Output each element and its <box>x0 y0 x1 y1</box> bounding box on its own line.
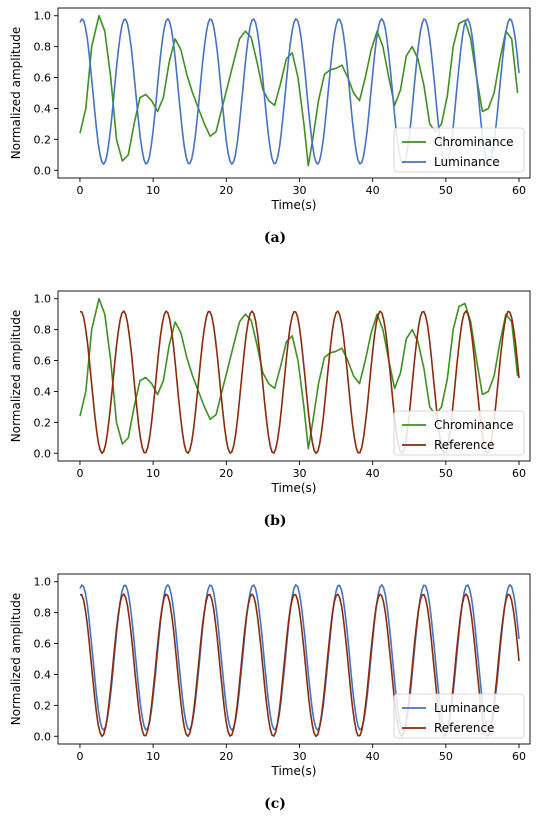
y-tick-label: 0.6 <box>34 638 52 651</box>
caption-c: (c) <box>264 796 286 812</box>
x-tick-label: 30 <box>292 750 306 763</box>
caption-a: (a) <box>263 230 287 246</box>
series-line-chrominance <box>79 14 519 167</box>
x-axis-label: Time(s) <box>271 764 317 778</box>
x-tick-label: 60 <box>512 184 526 197</box>
figure-a: 0 10 20 30 40 50 60 0.0 0.2 0.4 0.6 0.8 1.0 Time(s) No… <box>0 0 550 250</box>
legend-label-reference: Reference <box>434 438 494 452</box>
y-tick-label: 0.4 <box>34 385 52 398</box>
y-tick-label: 0.0 <box>34 730 52 743</box>
x-tick-label: 10 <box>146 750 160 763</box>
legend-label-luminance: Luminance <box>434 155 500 169</box>
figure-b: 0 10 20 30 40 50 60 0.0 0.2 0.4 0.6 0.8 1.0 Time(s) No… <box>0 283 550 533</box>
y-tick-label: 0.2 <box>34 133 52 146</box>
y-tick-label: 0.6 <box>34 72 52 85</box>
legend-box <box>393 127 525 173</box>
chart-a: 0 10 20 30 40 50 60 0.0 0.2 0.4 0.6 0.8 1.0 Time(s) No… <box>9 7 531 212</box>
x-tick-label: 40 <box>366 750 380 763</box>
x-tick-label: 0 <box>76 467 83 480</box>
x-tick-label: 30 <box>292 467 306 480</box>
x-tick-label: 40 <box>366 184 380 197</box>
x-tick-label: 50 <box>439 467 453 480</box>
y-tick-label: 0.2 <box>34 699 52 712</box>
x-axis-label: Time(s) <box>271 481 317 495</box>
x-tick-label: 20 <box>219 184 233 197</box>
y-tick-label: 0.4 <box>34 668 52 681</box>
x-tick-label: 10 <box>146 467 160 480</box>
x-tick-label: 0 <box>76 184 83 197</box>
x-tick-label: 20 <box>219 750 233 763</box>
y-tick-label: 0.8 <box>34 607 52 620</box>
legend-label-luminance: Luminance <box>434 701 500 715</box>
x-tick-label: 40 <box>366 467 380 480</box>
x-tick-label: 10 <box>146 184 160 197</box>
y-tick-label: 0.4 <box>34 102 52 115</box>
legend-label-reference: Reference <box>434 721 494 735</box>
x-tick-label: 50 <box>439 750 453 763</box>
y-tick-label: 0.8 <box>34 41 52 54</box>
plot-frame <box>57 290 531 462</box>
y-tick-label: 0.0 <box>34 164 52 177</box>
y-axis-label: Normalized amplitude <box>9 593 23 726</box>
plot-frame <box>57 7 531 179</box>
x-tick-label: 60 <box>512 750 526 763</box>
figure-c: 0 10 20 30 40 50 60 0.0 0.2 0.4 0.6 0.8 1.0 Time(s) No… <box>0 566 550 816</box>
caption-b: (b) <box>263 513 287 529</box>
x-axis-label: Time(s) <box>271 198 317 212</box>
x-tick-label: 0 <box>76 750 83 763</box>
chart-c: 0 10 20 30 40 50 60 0.0 0.2 0.4 0.6 0.8 1.0 Time(s) No… <box>9 573 531 778</box>
y-tick-label: 0.0 <box>34 447 52 460</box>
y-tick-label: 1.0 <box>34 576 52 589</box>
plot-frame <box>57 573 531 745</box>
legend-label-chrominance: Chrominance <box>434 418 514 432</box>
x-tick-label: 50 <box>439 184 453 197</box>
x-tick-label: 30 <box>292 184 306 197</box>
y-axis-label: Normalized amplitude <box>9 27 23 160</box>
legend-box <box>393 410 525 456</box>
y-tick-label: 1.0 <box>34 293 52 306</box>
y-axis-label: Normalized amplitude <box>9 310 23 443</box>
legend-box <box>393 693 525 739</box>
y-tick-label: 0.6 <box>34 355 52 368</box>
x-tick-label: 60 <box>512 467 526 480</box>
y-tick-label: 0.2 <box>34 416 52 429</box>
chart-b: 0 10 20 30 40 50 60 0.0 0.2 0.4 0.6 0.8 1.0 Time(s) No… <box>9 290 531 495</box>
y-tick-label: 0.8 <box>34 324 52 337</box>
legend-label-chrominance: Chrominance <box>434 135 514 149</box>
x-tick-label: 20 <box>219 467 233 480</box>
y-tick-label: 1.0 <box>34 10 52 23</box>
